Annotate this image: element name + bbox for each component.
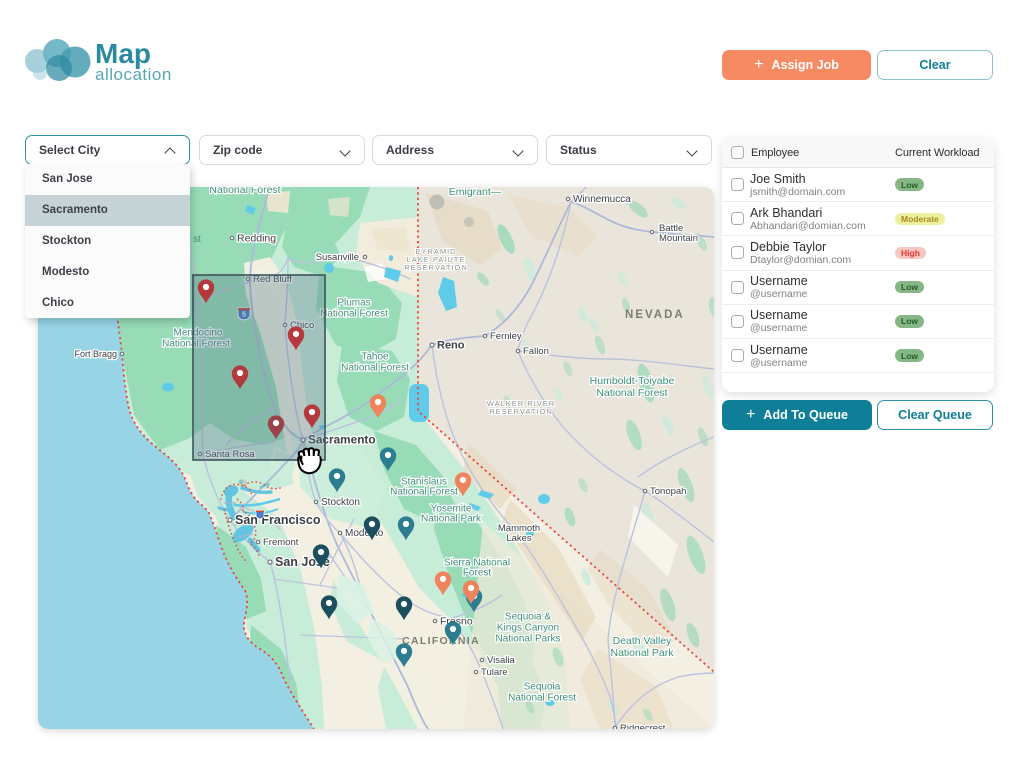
svg-text:WALKER RIVER: WALKER RIVER [487,399,555,408]
svg-text:Mendocino: Mendocino [174,328,223,339]
svg-text:Tulare: Tulare [481,667,508,678]
svg-text:Susanville: Susanville [316,252,359,263]
svg-text:National Forest: National Forest [596,387,667,399]
svg-text:Tahoe: Tahoe [361,352,389,363]
svg-text:Battle: Battle [659,223,683,234]
svg-text:Santa Rosa: Santa Rosa [205,449,255,460]
svg-text:National Forest: National Forest [508,693,576,704]
svg-text:Reno: Reno [437,339,465,351]
svg-text:National Forest: National Forest [341,363,409,374]
svg-text:Mountain: Mountain [659,233,698,244]
svg-text:Stanislaus: Stanislaus [401,477,447,488]
svg-text:Plumas: Plumas [337,298,370,309]
svg-text:Visalia: Visalia [487,655,516,666]
svg-text:National Park: National Park [421,514,482,525]
svg-text:Death Valley: Death Valley [613,635,673,647]
svg-text:National Forest: National Forest [390,487,458,498]
svg-text:National Parks: National Parks [495,634,560,645]
svg-text:Yosemite: Yosemite [431,504,472,515]
svg-text:Tonopah: Tonopah [650,486,686,497]
svg-text:San Francisco: San Francisco [235,513,321,527]
svg-text:Fallon: Fallon [523,346,549,357]
svg-text:Humboldt-Toiyabe: Humboldt-Toiyabe [590,375,675,387]
svg-text:National Forest: National Forest [209,187,280,196]
svg-text:Mammoth: Mammoth [498,523,540,534]
svg-text:RESERVATION: RESERVATION [489,407,553,416]
svg-text:National Forest: National Forest [162,339,230,350]
svg-text:Fernley: Fernley [490,331,522,342]
svg-text:Fort Bragg: Fort Bragg [74,349,117,359]
svg-text:National Forest: National Forest [320,309,388,320]
svg-text:5: 5 [242,311,246,318]
svg-text:Winnemucca: Winnemucca [573,194,631,205]
svg-text:Sequoia: Sequoia [524,682,561,693]
svg-text:Sequoia &: Sequoia & [505,612,551,623]
svg-text:CALIFORNIA: CALIFORNIA [402,635,480,647]
svg-text:Redding: Redding [237,232,276,244]
svg-text:Red Bluff: Red Bluff [253,274,292,285]
svg-text:Emigrant—: Emigrant— [449,187,502,198]
svg-text:Ridgecrest: Ridgecrest [620,723,666,729]
svg-text:Stockton: Stockton [321,497,360,508]
svg-text:NEVADA: NEVADA [625,309,685,321]
svg-text:Forest: Forest [463,568,492,579]
svg-text:LAKE PAIUTE: LAKE PAIUTE [407,255,466,264]
svg-text:Lakes: Lakes [506,533,532,544]
svg-text:Sierra National: Sierra National [444,558,510,569]
svg-text:Fremont: Fremont [263,537,299,548]
svg-text:RESERVATION: RESERVATION [404,263,468,272]
svg-text:st: st [193,234,201,245]
svg-text:PYRAMID: PYRAMID [415,247,456,256]
svg-text:Kings Canyon: Kings Canyon [497,623,559,634]
svg-text:National Park: National Park [610,647,674,659]
